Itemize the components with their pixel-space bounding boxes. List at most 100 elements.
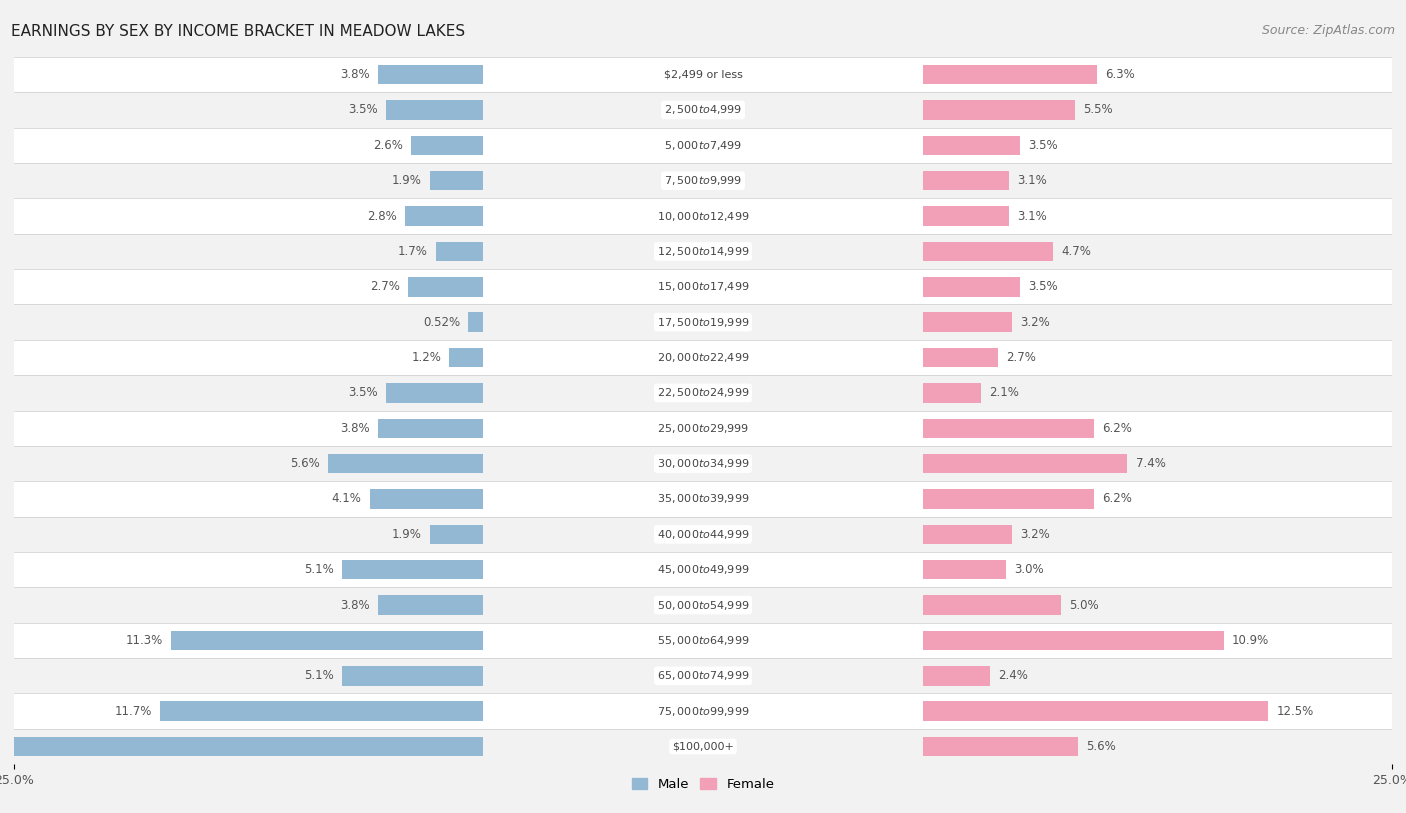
Bar [14,623,1392,659]
Bar [0,737,482,756]
Bar [14,92,1392,128]
Text: 3.2%: 3.2% [1019,315,1050,328]
Text: 5.5%: 5.5% [1083,103,1114,116]
Text: 3.8%: 3.8% [340,422,370,435]
Bar [411,136,482,155]
Text: $2,499 or less: $2,499 or less [664,70,742,80]
Text: 3.5%: 3.5% [349,386,378,399]
Text: 5.6%: 5.6% [1085,740,1116,753]
Text: $65,000 to $74,999: $65,000 to $74,999 [657,669,749,682]
Bar [924,383,981,402]
Bar [387,383,482,402]
Bar [14,587,1392,623]
Bar [14,729,1392,764]
Text: 2.4%: 2.4% [998,669,1028,682]
Bar [924,100,1076,120]
Text: $50,000 to $54,999: $50,000 to $54,999 [657,598,749,611]
Text: 5.0%: 5.0% [1070,598,1099,611]
Text: 1.2%: 1.2% [412,351,441,364]
Text: 1.9%: 1.9% [392,528,422,541]
Text: 3.8%: 3.8% [340,68,370,81]
Text: $100,000+: $100,000+ [672,741,734,751]
Text: 10.9%: 10.9% [1232,634,1270,647]
Text: 0.52%: 0.52% [423,315,460,328]
Bar [14,446,1392,481]
Text: 5.1%: 5.1% [304,563,333,576]
Bar [924,419,1094,438]
Bar [924,737,1078,756]
Bar [342,666,482,685]
Bar [924,207,1010,226]
Bar [430,524,482,544]
Text: $55,000 to $64,999: $55,000 to $64,999 [657,634,749,647]
Text: 11.7%: 11.7% [114,705,152,718]
Text: 3.5%: 3.5% [1028,280,1057,293]
Bar [14,693,1392,729]
Text: $30,000 to $34,999: $30,000 to $34,999 [657,457,749,470]
Bar [14,411,1392,446]
Bar [14,481,1392,517]
Text: 2.7%: 2.7% [1007,351,1036,364]
Bar [14,304,1392,340]
Bar [924,171,1010,190]
Text: 2.1%: 2.1% [990,386,1019,399]
Text: 4.7%: 4.7% [1062,245,1091,258]
Bar [430,171,482,190]
Text: $5,000 to $7,499: $5,000 to $7,499 [664,139,742,152]
Bar [924,560,1007,580]
Bar [14,128,1392,163]
Bar [924,241,1053,261]
Bar [924,595,1062,615]
Text: 12.5%: 12.5% [1277,705,1313,718]
Text: 11.3%: 11.3% [125,634,163,647]
Text: 4.1%: 4.1% [332,493,361,506]
Bar [924,702,1268,721]
Bar [924,312,1012,332]
Text: $12,500 to $14,999: $12,500 to $14,999 [657,245,749,258]
Text: 6.2%: 6.2% [1102,422,1132,435]
Bar [14,517,1392,552]
Bar [342,560,482,580]
Bar [924,631,1223,650]
Text: 3.5%: 3.5% [349,103,378,116]
Text: $2,500 to $4,999: $2,500 to $4,999 [664,103,742,116]
Bar [14,57,1392,92]
Bar [172,631,482,650]
Text: 3.2%: 3.2% [1019,528,1050,541]
Text: 3.1%: 3.1% [1017,210,1047,223]
Text: $15,000 to $17,499: $15,000 to $17,499 [657,280,749,293]
Bar [924,348,998,367]
Text: $20,000 to $22,499: $20,000 to $22,499 [657,351,749,364]
Bar [924,277,1019,297]
Bar [370,489,482,509]
Text: 6.2%: 6.2% [1102,493,1132,506]
Text: $22,500 to $24,999: $22,500 to $24,999 [657,386,749,399]
Bar [924,524,1012,544]
Bar [14,376,1392,411]
Bar [468,312,482,332]
Bar [387,100,482,120]
Bar [436,241,482,261]
Text: 1.9%: 1.9% [392,174,422,187]
Text: $17,500 to $19,999: $17,500 to $19,999 [657,315,749,328]
Text: 3.0%: 3.0% [1014,563,1045,576]
Bar [408,277,482,297]
Bar [14,198,1392,234]
Bar [328,454,482,473]
Text: 6.3%: 6.3% [1105,68,1135,81]
Text: $40,000 to $44,999: $40,000 to $44,999 [657,528,749,541]
Bar [924,489,1094,509]
Bar [14,340,1392,375]
Text: 2.6%: 2.6% [373,139,402,152]
Text: 7.4%: 7.4% [1136,457,1166,470]
Text: $25,000 to $29,999: $25,000 to $29,999 [657,422,749,435]
Text: $7,500 to $9,999: $7,500 to $9,999 [664,174,742,187]
Bar [378,419,482,438]
Bar [450,348,482,367]
Text: 3.1%: 3.1% [1017,174,1047,187]
Bar [14,659,1392,693]
Text: Source: ZipAtlas.com: Source: ZipAtlas.com [1261,24,1395,37]
Bar [924,454,1128,473]
Text: 5.6%: 5.6% [290,457,321,470]
Bar [924,666,990,685]
